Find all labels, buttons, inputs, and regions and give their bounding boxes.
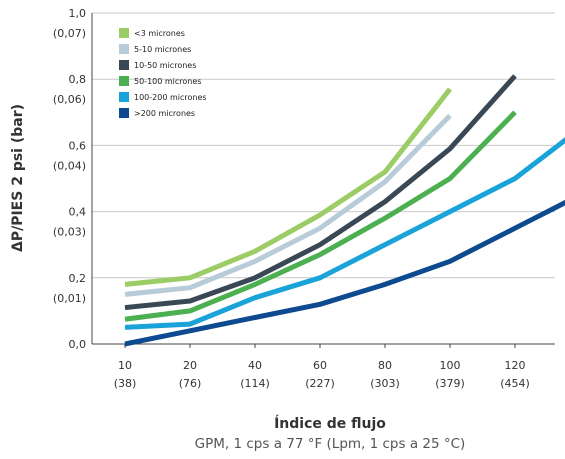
series-line (124, 199, 565, 347)
x-tick-label: 100 (440, 359, 461, 372)
x-tick-sublabel: (303) (370, 377, 400, 390)
x-tick-sublabel: (379) (435, 377, 465, 390)
x-tick-label: 10 (118, 359, 132, 372)
series-line (124, 137, 565, 330)
y-tick-sublabel: (0,07) (53, 27, 86, 40)
legend-label: 10-50 micrones (134, 61, 196, 70)
series-lines (124, 74, 565, 347)
legend-label: <3 micrones (134, 29, 185, 38)
y-tick-sublabel: (0,06) (53, 93, 86, 106)
x-tick-labels: 10 (38) 20 (76) 40 (114) 60 (227) 80 (303) 100 (379… (114, 359, 530, 390)
y-tick-label: 1,0 (69, 7, 87, 20)
x-tick-label: 120 (505, 359, 526, 372)
series-line (124, 74, 517, 311)
legend-swatch (119, 28, 129, 38)
series-line (124, 87, 452, 287)
legend-label: 100-200 micrones (134, 93, 207, 102)
legend-swatch (119, 44, 129, 54)
y-tick-labels: 0,0 0,2 (0,01) 0,4 (0,03) 0,6 (0,04) 0,8 (0,06) 1… (53, 7, 86, 351)
series-line (124, 113, 452, 297)
legend-label: 5-10 micrones (134, 45, 191, 54)
x-tick-label: 80 (378, 359, 392, 372)
x-tick-sublabel: (38) (114, 377, 137, 390)
legend-label: >200 micrones (134, 109, 195, 118)
y-tick-sublabel: (0,04) (53, 159, 86, 172)
legend-swatch (119, 76, 129, 86)
y-tick-label: 0,8 (69, 73, 87, 86)
x-axis-sublabel: GPM, 1 cps a 77 °F (Lpm, 1 cps a 25 °C) (195, 436, 466, 452)
legend-swatch (119, 108, 129, 118)
legend: <3 micrones 5-10 micrones 10-50 micrones 50… (119, 28, 207, 118)
x-tick-label: 20 (183, 359, 197, 372)
x-tick-sublabel: (227) (305, 377, 335, 390)
legend-swatch (119, 92, 129, 102)
legend-swatch (119, 60, 129, 70)
y-tick-label: 0,6 (69, 139, 87, 152)
x-tick-sublabel: (114) (240, 377, 270, 390)
legend-label: 50-100 micrones (134, 77, 201, 86)
y-tick-sublabel: (0,01) (53, 292, 86, 305)
y-tick-label: 0,0 (69, 338, 87, 351)
y-axis-label: ΔP/PIES 2 psi (bar) (10, 104, 26, 252)
y-tick-label: 0,4 (69, 206, 87, 219)
x-tick-sublabel: (76) (179, 377, 202, 390)
grid-lines (92, 12, 555, 279)
x-tick-label: 40 (248, 359, 262, 372)
y-tick-sublabel: (0,03) (53, 226, 86, 239)
y-tick-label: 0,2 (69, 272, 87, 285)
x-tick-sublabel: (454) (500, 377, 530, 390)
axes (91, 13, 555, 348)
series-line (124, 110, 517, 322)
x-tick-label: 60 (313, 359, 327, 372)
x-axis-label: Índice de flujo (274, 415, 386, 432)
